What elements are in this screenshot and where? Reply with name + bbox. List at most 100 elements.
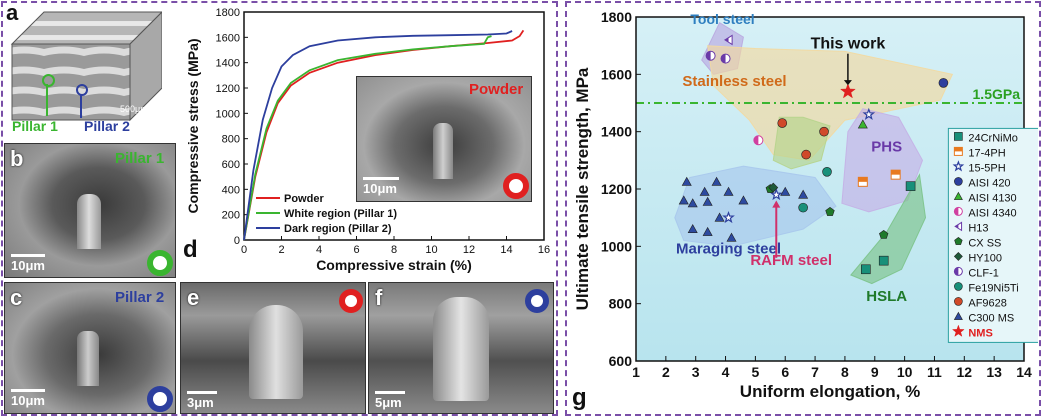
legend-marker-hy100: [953, 251, 963, 261]
data-point-c300-ms: [687, 198, 698, 208]
inset-pillar: [433, 123, 453, 179]
data-point-h13: [723, 34, 733, 46]
legend-label: C300 MS: [968, 312, 1014, 324]
data-point-nms: [839, 83, 856, 99]
chart-d-ytick-label: 800: [222, 134, 240, 146]
chart-d-xtick-label: 4: [316, 244, 322, 256]
data-point-15-5ph: [862, 107, 876, 120]
panel-a-scale: 500μm: [120, 104, 148, 114]
pillar2-marker: [76, 84, 88, 96]
chart-d-xtick-label: 10: [425, 244, 437, 256]
chart-g-ylabel: Ultimate tensile strength, MPa: [573, 67, 592, 310]
chart-d-xtick-label: 16: [538, 244, 550, 256]
data-point-fe19ni5ti: [822, 167, 832, 177]
chart-d-legend-label: Dark region (Pillar 2): [284, 223, 392, 235]
panel-c-pillar: [77, 331, 99, 386]
chart-g-ytick-label: 600: [609, 353, 633, 369]
legend-label: Fe19Ni5Ti: [968, 282, 1018, 294]
chart-g-ytick-label: 1200: [601, 181, 632, 197]
chart-g-xtick-label: 5: [751, 364, 759, 380]
annotation-tool-steel: Tool steel: [690, 11, 754, 27]
legend-label: AISI 420: [968, 177, 1010, 189]
maraging-steel-region: [674, 165, 837, 247]
data-point-aisi-420: [938, 78, 949, 88]
legend-marker-nms: [951, 324, 965, 337]
data-point-clf-1: [705, 50, 716, 61]
chart-d-xtick-label: 6: [353, 244, 359, 256]
chart-d-legend-label: White region (Pillar 1): [284, 208, 397, 220]
chart-d-xlabel: Compressive strain (%): [316, 257, 472, 273]
legend-label: AISI 4340: [968, 207, 1016, 219]
data-point-17-4ph: [857, 176, 868, 187]
chart-g-xtick-label: 9: [871, 364, 879, 380]
legend-label: H13: [968, 222, 988, 234]
chart-g-xtick-label: 4: [722, 364, 730, 380]
legend-label: AISI 4130: [968, 192, 1016, 204]
chart-d-series-line: [243, 30, 513, 241]
data-point-24crnimo: [905, 181, 916, 191]
panel-c-ring-icon: [147, 386, 173, 412]
legend-label: CX SS: [968, 237, 1001, 249]
annotation-stainless-steel: Stainless steel: [682, 73, 786, 90]
panel-b-ring-icon: [147, 250, 173, 276]
chart-d-ytick-label: 600: [222, 159, 240, 171]
data-point-c300-ms: [738, 195, 749, 205]
panel-a: a Pillar 1 Pillar 2 500μm: [4, 0, 164, 140]
data-point-c300-ms: [714, 212, 725, 222]
panel-d-chart: 0 2 4 6 8 10 12 14 16 0 200 400 600 800 1000 1200 1400 16…: [185, 7, 550, 273]
inset-title: Powder: [469, 81, 524, 98]
chart-g-ytick-label: 800: [609, 296, 633, 312]
this-work-arrowhead: [843, 80, 852, 86]
panel-e: e 3μm: [180, 282, 366, 414]
legend-marker-15-5ph: [952, 160, 965, 172]
panel-c-label: c: [10, 285, 23, 310]
data-point-c300-ms: [702, 196, 713, 206]
right-figure-frame: [565, 1, 1041, 416]
legend-marker-clf-1: [953, 266, 963, 276]
legend-marker-aisi-4340: [953, 206, 963, 216]
panel-f: f 5μm: [368, 282, 554, 414]
panel-b-scale: 10μm: [11, 254, 45, 273]
panel-e-label: e: [187, 285, 200, 310]
legend-marker-17-4ph: [953, 146, 963, 156]
panel-a-label: a: [6, 0, 19, 25]
chart-d-xtick-label: 8: [391, 244, 397, 256]
legend-marker-af9628: [954, 297, 963, 306]
af9628-region: [772, 116, 831, 170]
panel-a-block: [10, 10, 164, 122]
panel-f-scale: 5μm: [375, 391, 405, 410]
chart-g-xtick-label: 12: [957, 364, 973, 380]
chart-d-xtick-label: 2: [278, 244, 284, 256]
legend-label: 15-5PH: [968, 162, 1005, 174]
inset-scale: 10μm: [363, 177, 399, 196]
chart-g-legend-box: [947, 127, 1038, 343]
legend-label: AF9628: [968, 297, 1007, 309]
chart-g-ytick-label: 1600: [601, 66, 632, 82]
panel-c-scale: 10μm: [11, 389, 45, 408]
data-point-aisi-4340: [753, 135, 764, 146]
chart-d-ytick-label: 1200: [216, 83, 240, 95]
panel-e-ring-icon: [339, 289, 363, 313]
data-point-17-4ph: [890, 169, 901, 180]
panel-b-label: b: [10, 146, 24, 171]
chart-d-ytick-label: 1600: [216, 32, 240, 44]
data-point-c300-ms: [702, 226, 713, 236]
data-point-24crnimo: [878, 255, 889, 266]
legend-label: NMS: [968, 327, 992, 339]
data-point-24crnimo: [861, 264, 871, 275]
data-point-aisi-4130: [857, 119, 868, 129]
chart-g-xtick-label: 7: [811, 364, 819, 380]
legend-marker-aisi-4130: [953, 191, 963, 200]
chart-g-xtick-label: 3: [692, 364, 700, 380]
panel-f-pillar: [433, 297, 489, 401]
pillar2-label: Pillar 2: [84, 118, 130, 134]
chart-d-ytick-label: 1000: [216, 108, 240, 120]
chart-g-xtick-label: 13: [986, 364, 1002, 380]
chart-d-series-line: [243, 29, 525, 241]
chart-g-xtick-label: 10: [897, 364, 913, 380]
data-point-c300-ms: [780, 186, 791, 196]
chart-g-xtick-label: 6: [781, 364, 789, 380]
chart-g-xlabel: Uniform elongation, %: [740, 382, 920, 401]
data-point-af9628: [777, 118, 788, 128]
pillar1-label: Pillar 1: [12, 118, 58, 134]
